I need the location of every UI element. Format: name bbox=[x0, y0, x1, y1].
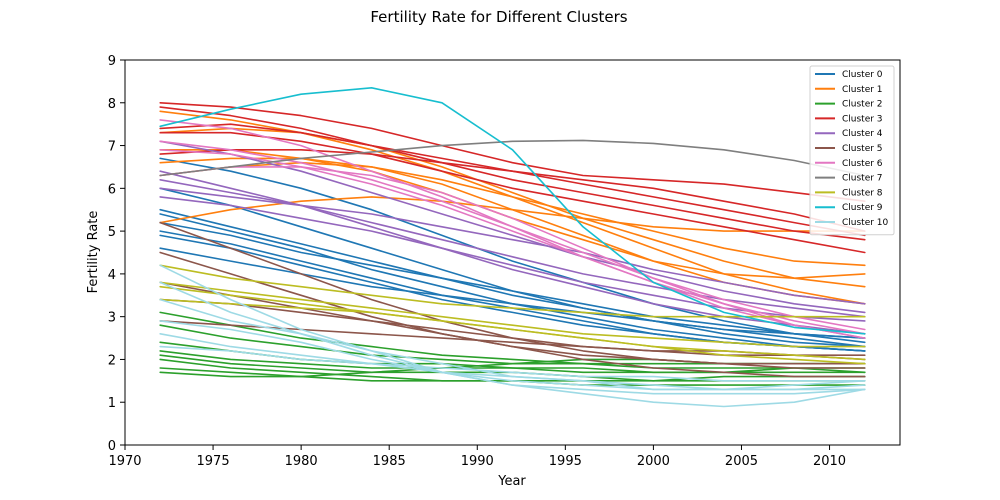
series-line-cluster-6-2 bbox=[159, 166, 866, 339]
series-line-cluster-10-2 bbox=[159, 320, 866, 391]
series-line-cluster-0-0 bbox=[159, 157, 866, 344]
series-line-cluster-3-4 bbox=[159, 131, 866, 254]
series-line-cluster-6-3 bbox=[159, 140, 866, 331]
series-line-cluster-10-5 bbox=[159, 345, 866, 382]
y-tick-label: 0 bbox=[108, 439, 116, 454]
legend-entry: Cluster 5 bbox=[842, 144, 883, 154]
series-line-cluster-7-0 bbox=[159, 139, 866, 177]
series-line-cluster-5-2 bbox=[159, 298, 866, 361]
x-tick-label: 1985 bbox=[373, 454, 406, 469]
y-tick-label: 3 bbox=[108, 311, 116, 326]
y-tick-label: 1 bbox=[108, 396, 116, 411]
series-line-cluster-5-4 bbox=[159, 281, 866, 378]
series-line-cluster-1-1 bbox=[159, 127, 866, 288]
legend-entry: Cluster 3 bbox=[842, 114, 883, 124]
series-line-cluster-2-7 bbox=[159, 324, 866, 374]
series-line-cluster-1-4 bbox=[159, 149, 866, 280]
series-line-cluster-4-3 bbox=[159, 187, 866, 305]
y-axis: 0 1 2 3 4 5 6 7 8 9 bbox=[108, 54, 125, 454]
series-line-cluster-4-0 bbox=[159, 179, 866, 318]
series-line-cluster-6-1 bbox=[159, 149, 866, 335]
y-tick-label: 6 bbox=[108, 182, 116, 197]
legend-entry: Cluster 4 bbox=[842, 129, 883, 139]
y-tick-label: 9 bbox=[108, 54, 116, 69]
series-line-cluster-9-0 bbox=[159, 87, 866, 335]
legend: Cluster 0 Cluster 1 Cluster 2 Cluster 3 Clus… bbox=[809, 65, 895, 236]
legend-entry: Cluster 10 bbox=[842, 218, 889, 228]
series-line-cluster-0-6 bbox=[159, 187, 866, 348]
series-line-cluster-0-1 bbox=[159, 208, 866, 348]
x-tick-label: 1980 bbox=[285, 454, 318, 469]
series-line-cluster-0-4 bbox=[159, 213, 866, 352]
series-line-cluster-3-1 bbox=[159, 123, 866, 241]
x-tick-label: 1995 bbox=[549, 454, 582, 469]
legend-entry: Cluster 8 bbox=[842, 188, 883, 198]
x-tick-label: 2010 bbox=[813, 454, 846, 469]
series-line-cluster-10-4 bbox=[159, 281, 866, 395]
series-line-cluster-3-0 bbox=[159, 102, 866, 202]
series-line-cluster-2-6 bbox=[159, 350, 866, 374]
series-line-cluster-3-3 bbox=[159, 106, 866, 237]
series-line-cluster-8-1 bbox=[159, 281, 866, 348]
x-tick-label: 1990 bbox=[461, 454, 494, 469]
plot-area bbox=[159, 87, 866, 408]
legend-entry: Cluster 0 bbox=[842, 70, 883, 80]
legend-entry: Cluster 6 bbox=[842, 159, 883, 169]
series-line-cluster-10-3 bbox=[159, 332, 866, 391]
legend-entry: Cluster 9 bbox=[842, 203, 883, 213]
x-tick-label: 2000 bbox=[637, 454, 670, 469]
y-tick-label: 5 bbox=[108, 225, 116, 240]
plot-frame bbox=[124, 59, 901, 446]
series-line-cluster-1-2 bbox=[159, 161, 866, 267]
chart-title: Fertility Rate for Different Clusters bbox=[370, 8, 627, 26]
y-tick-label: 7 bbox=[108, 140, 116, 155]
series-line-cluster-8-3 bbox=[159, 285, 866, 365]
y-axis-label: Fertility Rate bbox=[86, 211, 101, 294]
x-tick-label: 2005 bbox=[725, 454, 758, 469]
legend-entry: Cluster 1 bbox=[842, 85, 883, 95]
x-axis-label: Year bbox=[497, 474, 526, 489]
series-line-cluster-4-2 bbox=[159, 140, 866, 314]
legend-entry: Cluster 2 bbox=[842, 100, 883, 110]
y-tick-label: 4 bbox=[108, 268, 116, 283]
x-tick-label: 1970 bbox=[108, 454, 141, 469]
x-axis: 1970 1975 1980 1985 1990 1995 2000 2005 2010 bbox=[108, 445, 846, 469]
y-tick-label: 8 bbox=[108, 97, 116, 112]
legend-entry: Cluster 7 bbox=[842, 174, 883, 184]
y-tick-label: 2 bbox=[108, 353, 116, 368]
x-tick-label: 1975 bbox=[197, 454, 230, 469]
series-line-cluster-4-4 bbox=[159, 170, 866, 335]
